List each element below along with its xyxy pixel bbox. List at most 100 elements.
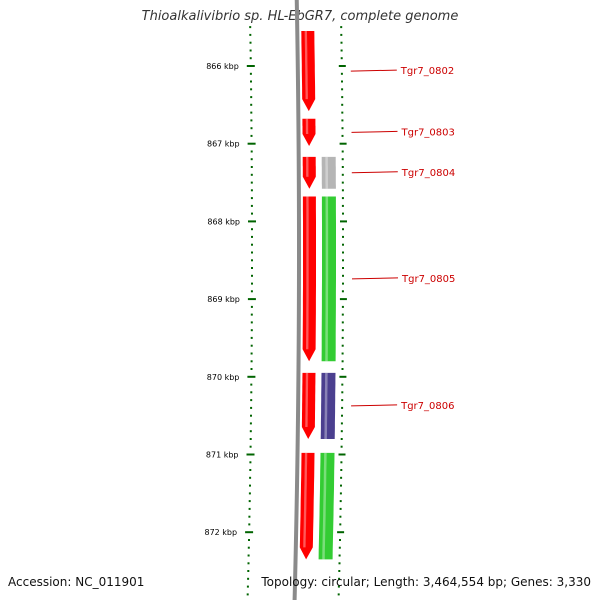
major-tick-right <box>340 220 347 223</box>
genome-summary-text: Topology: circular; Length: 3,464,554 bp… <box>261 575 591 589</box>
feature-block <box>321 156 336 189</box>
minor-tick-right <box>341 119 344 122</box>
minor-tick-left <box>249 72 252 75</box>
minor-tick-left <box>251 212 253 215</box>
minor-tick-right <box>342 212 344 215</box>
minor-tick-left <box>250 111 253 114</box>
minor-tick-right <box>342 235 344 238</box>
minor-tick-right <box>339 492 342 495</box>
minor-tick-right <box>338 562 341 565</box>
major-tick-left <box>247 298 256 301</box>
minor-tick-right <box>341 329 344 332</box>
minor-tick-left <box>251 235 253 238</box>
major-tick-right <box>337 531 345 534</box>
minor-tick-right <box>341 352 344 355</box>
minor-tick-right <box>341 181 344 184</box>
ruler-tick-label: 867 kbp <box>207 140 240 149</box>
minor-tick-left <box>250 344 253 347</box>
minor-tick-left <box>248 507 251 510</box>
minor-tick-left <box>248 500 251 503</box>
gene-label: Tgr7_0803 <box>401 127 455 138</box>
major-tick-left <box>245 531 254 534</box>
ruler-tick-label: 871 kbp <box>206 451 239 460</box>
major-tick-left <box>246 453 255 456</box>
minor-tick-left <box>251 274 253 277</box>
major-tick-left <box>246 65 255 67</box>
minor-tick-right <box>341 173 344 176</box>
minor-tick-right <box>340 484 342 487</box>
minor-tick-right <box>338 554 341 557</box>
minor-tick-right <box>339 523 342 526</box>
minor-tick-left <box>249 41 252 44</box>
gene-arrow-body <box>302 196 316 362</box>
major-tick-left <box>248 220 256 223</box>
minor-tick-left <box>249 49 252 52</box>
ruler-tick-label: 869 kbp <box>207 295 240 304</box>
minor-tick-left <box>248 523 251 526</box>
minor-tick-left <box>251 267 253 269</box>
minor-tick-left <box>250 305 253 308</box>
minor-tick-right <box>340 49 343 52</box>
minor-tick-left <box>251 243 253 246</box>
minor-tick-left <box>250 313 253 316</box>
minor-tick-left <box>249 430 252 433</box>
minor-tick-left <box>250 321 253 324</box>
minor-tick-left <box>250 329 253 332</box>
minor-tick-right <box>340 430 343 433</box>
minor-tick-right <box>341 414 343 417</box>
minor-tick-left <box>250 414 252 417</box>
gene-arrow-shine <box>304 30 308 100</box>
minor-tick-left <box>250 166 253 168</box>
minor-tick-left <box>250 197 253 200</box>
gene-arrow <box>302 118 316 146</box>
minor-tick-right <box>341 313 344 316</box>
minor-tick-left <box>250 150 253 153</box>
minor-tick-left <box>249 461 252 464</box>
gene-arrow <box>299 452 315 560</box>
minor-tick-left <box>249 484 251 487</box>
minor-tick-left <box>251 282 253 285</box>
minor-tick-right <box>341 204 344 207</box>
major-tick-left <box>247 375 256 378</box>
minor-tick-right <box>341 96 344 99</box>
minor-tick-right <box>341 368 344 370</box>
major-tick-right <box>339 375 347 378</box>
minor-tick-left <box>249 438 252 440</box>
minor-tick-right <box>341 88 344 91</box>
minor-tick-right <box>342 274 344 277</box>
minor-tick-right <box>340 72 343 75</box>
accession-text: Accession: NC_011901 <box>8 575 145 589</box>
gene-label-leader <box>351 404 398 407</box>
gene-arrow-body <box>301 372 316 439</box>
feature-block-body <box>320 372 336 439</box>
minor-tick-right <box>341 383 344 386</box>
ruler-tick-label: 872 kbp <box>204 528 237 537</box>
minor-tick-left <box>250 119 253 122</box>
ruler: 866 kbp 867 kbp 868 kbp 869 kbp 870 kbp 871 k… <box>204 26 347 596</box>
minor-tick-right <box>340 438 343 440</box>
minor-tick-left <box>251 259 253 262</box>
feature-track <box>318 156 336 560</box>
gene-labels: Tgr7_0802 Tgr7_0803 Tgr7_0804 Tgr7_0805 Tgr7… <box>350 66 455 412</box>
gene-arrow-shine <box>305 372 309 428</box>
feature-block <box>321 196 336 362</box>
minor-tick-left <box>249 445 252 448</box>
minor-tick-left <box>250 181 253 184</box>
gene-arrow-body <box>302 118 316 146</box>
minor-tick-right <box>341 305 344 308</box>
minor-tick-left <box>250 204 253 207</box>
minor-tick-right <box>340 422 343 425</box>
gene-arrow <box>302 196 316 362</box>
major-tick-left <box>247 142 256 145</box>
minor-tick-right <box>338 546 341 549</box>
gene-arrow <box>301 372 316 439</box>
ruler-tick-label: 868 kbp <box>207 217 240 226</box>
gene-label-leader <box>351 277 399 280</box>
minor-tick-right <box>340 469 343 471</box>
minor-tick-right <box>342 251 344 254</box>
minor-tick-right <box>339 500 342 503</box>
minor-tick-right <box>341 80 343 83</box>
minor-tick-left <box>250 189 253 192</box>
